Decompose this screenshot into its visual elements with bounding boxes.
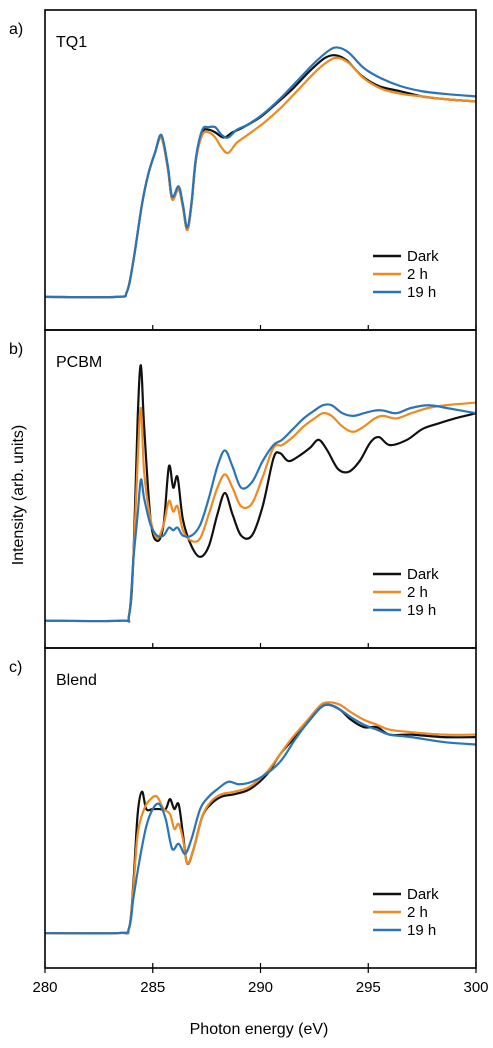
- series-line-dark: [45, 703, 476, 935]
- panel-letter: a): [9, 21, 23, 38]
- x-tick-label: 295: [356, 979, 381, 996]
- series-line-19h: [45, 703, 476, 935]
- legend-label: 19 h: [407, 284, 436, 301]
- legend-label: 19 h: [407, 922, 436, 939]
- legend-label: 19 h: [407, 602, 436, 619]
- legend-label: Dark: [407, 248, 439, 265]
- legend-label: 2 h: [407, 584, 428, 601]
- legend-label: Dark: [407, 566, 439, 583]
- x-axis: 280 285 290 295 300: [32, 968, 489, 996]
- x-tick-label: 285: [140, 979, 165, 996]
- series-line-2h: [45, 701, 476, 935]
- series-line-dark: [45, 364, 476, 623]
- legend-label: Dark: [407, 886, 439, 903]
- panel-title: TQ1: [56, 34, 87, 51]
- x-tick-label: 290: [248, 979, 273, 996]
- legend-label: 2 h: [407, 266, 428, 283]
- x-axis-title: Photon energy (eV): [190, 1021, 329, 1038]
- series-lines: [45, 701, 476, 935]
- x-tick-label: 280: [32, 979, 57, 996]
- series-line-19h: [45, 403, 476, 623]
- panel-letter: c): [9, 659, 22, 676]
- panel-title: PCBM: [56, 354, 102, 371]
- panel-letter: b): [9, 341, 23, 358]
- panel-title: Blend: [56, 672, 97, 689]
- legend-label: 2 h: [407, 904, 428, 921]
- series-lines: [45, 46, 476, 299]
- series-line-19h: [45, 46, 476, 299]
- x-tick-label: 300: [463, 979, 488, 996]
- series-lines: [45, 364, 476, 623]
- series-line-2h: [45, 401, 476, 623]
- y-axis-title: Intensity (arb. units): [10, 425, 27, 566]
